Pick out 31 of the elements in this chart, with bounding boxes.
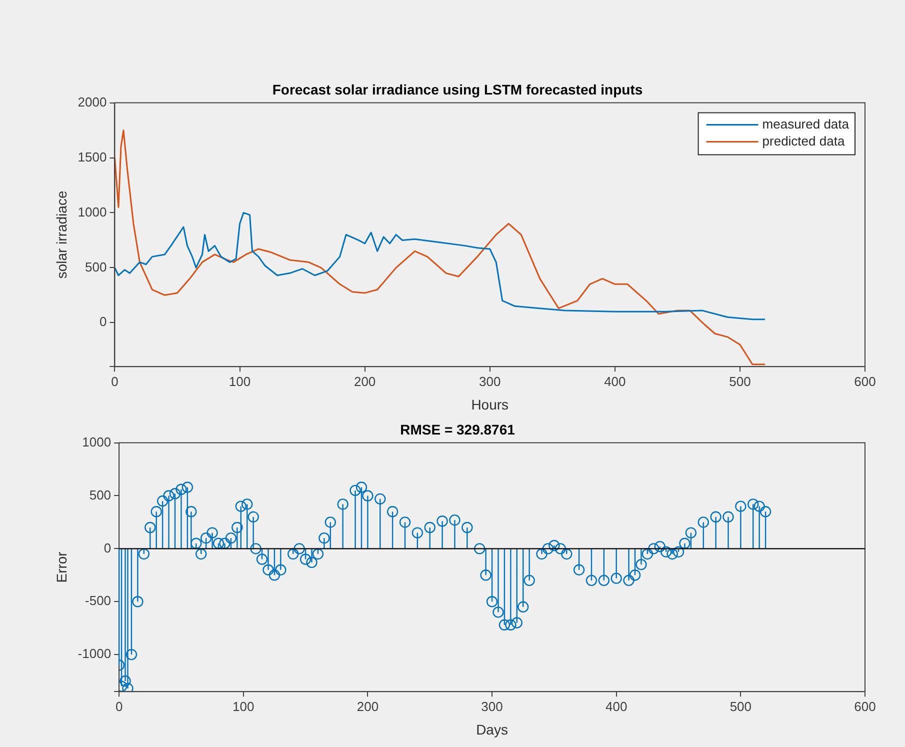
x-axis-title: Days: [476, 721, 508, 738]
x-tick-label: 500: [729, 374, 751, 389]
x-tick-label: 500: [730, 698, 752, 714]
x-tick-label: 100: [228, 374, 251, 389]
y-tick-label: -500: [85, 593, 112, 608]
legend-label: measured data: [762, 116, 850, 132]
chart-title: Forecast solar irradiance using LSTM forecasted inputs: [272, 81, 643, 98]
x-tick-label: 200: [356, 698, 379, 714]
y-tick-label: 500: [85, 259, 107, 274]
x-tick-label: 600: [854, 374, 876, 389]
y-tick-label: 0: [99, 314, 107, 330]
y-tick-label: -1000: [78, 646, 112, 662]
y-tick-label: 0: [104, 540, 112, 556]
x-tick-label: 200: [354, 374, 376, 389]
legend-label: predicted data: [762, 133, 846, 148]
chart-title: RMSE = 329.8761: [400, 421, 516, 438]
x-axis-title: Hours: [471, 396, 509, 412]
x-tick-label: 600: [854, 698, 876, 714]
y-tick-label: 1000: [78, 204, 107, 220]
y-axis-title: Error: [53, 551, 70, 583]
x-tick-label: 0: [115, 698, 123, 714]
y-tick-label: 1500: [78, 149, 107, 164]
y-tick-label: 2000: [78, 94, 107, 110]
y-tick-label: 1000: [82, 434, 112, 450]
x-tick-label: 400: [606, 698, 628, 714]
x-tick-label: 400: [604, 374, 626, 389]
x-tick-label: 300: [479, 374, 501, 389]
y-axis-title: solar irradiace: [53, 190, 70, 279]
y-tick-label: 500: [89, 487, 112, 502]
x-tick-label: 100: [232, 698, 254, 714]
x-tick-label: 300: [481, 698, 503, 714]
